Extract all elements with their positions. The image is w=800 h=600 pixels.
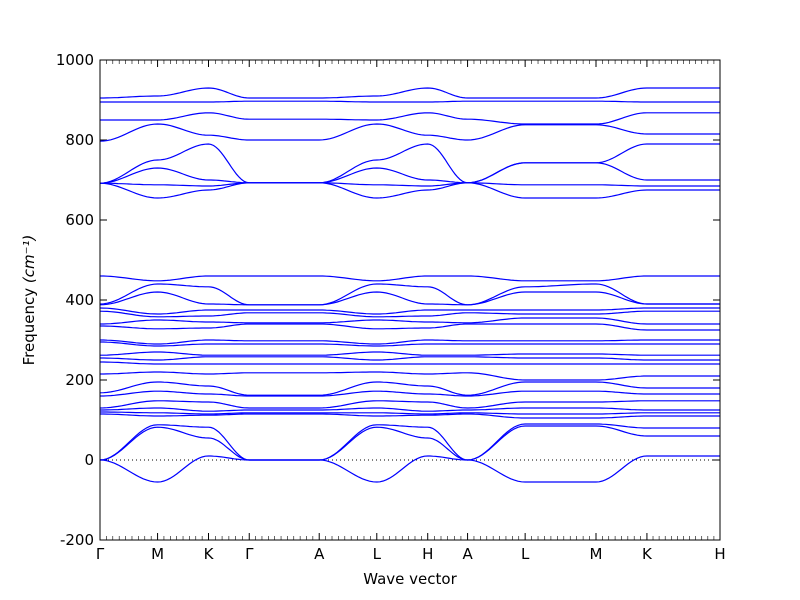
x-tick-label: L [373, 545, 382, 563]
y-tick-label: 200 [65, 371, 94, 389]
phonon-branch-19 [100, 361, 720, 365]
y-tick-label: -200 [60, 531, 94, 549]
series-group [99, 87, 720, 483]
phonon-branch-16 [100, 341, 720, 347]
y-axis-title-text: Frequency [20, 288, 38, 366]
phonon-branch-12 [99, 310, 720, 318]
y-tick-label: 400 [65, 291, 94, 309]
phonon-branch-13 [100, 317, 720, 325]
phonon-branch-5 [99, 162, 720, 184]
phonon-branch-7 [99, 182, 720, 199]
phonon-branch-3 [99, 123, 720, 142]
phonon-branch-17 [100, 351, 720, 356]
x-tick-label: M [590, 545, 603, 563]
x-axis-title: Wave vector [363, 570, 457, 588]
phonon-branch-4 [99, 143, 720, 184]
x-tick-label: K [204, 545, 215, 563]
phonon-branch-28 [99, 425, 720, 461]
y-axis-title: Frequency (cm⁻¹) [20, 235, 38, 366]
phonon-branch-0 [100, 87, 720, 99]
phonon-branch-21 [99, 381, 720, 396]
phonon-branch-22 [100, 390, 720, 397]
phonon-branch-20 [100, 371, 720, 381]
phonon-branch-29 [99, 455, 720, 483]
phonon-branch-6 [100, 182, 720, 187]
phonon-branch-14 [100, 323, 720, 331]
phonon-branch-26 [100, 413, 720, 419]
x-tick-label: Γ [245, 545, 254, 563]
plot-frame [99, 59, 721, 541]
x-tick-label: A [314, 545, 325, 563]
y-tick-label: 600 [65, 211, 94, 229]
phonon-branch-1 [100, 100, 720, 103]
phonon-branch-2 [100, 112, 720, 125]
x-tick-label: H [714, 545, 725, 563]
y-tick-label: 800 [65, 131, 94, 149]
y-tick-label: 0 [84, 451, 94, 469]
phonon-branch-11 [99, 307, 720, 315]
phonon-branch-24 [100, 407, 720, 412]
axis-ticks: -200 0 200 400 600 800 1000 Γ M K Γ A L H A L M K H [56, 51, 726, 563]
x-tick-label: M [151, 545, 164, 563]
phonon-branch-18 [100, 356, 720, 361]
x-tick-label: H [422, 545, 433, 563]
phonon-branch-10 [99, 291, 720, 306]
phonon-branch-27 [99, 423, 720, 461]
x-tick-label: A [462, 545, 473, 563]
y-axis-unit: (cm⁻¹) [20, 235, 38, 284]
phonon-branch-25 [100, 411, 720, 415]
phonon-branch-9 [99, 283, 720, 306]
y-tick-label: 1000 [56, 51, 94, 69]
x-tick-label: K [642, 545, 653, 563]
x-tick-label: Γ [96, 545, 105, 563]
phonon-branch-15 [100, 339, 720, 345]
phonon-branch-8 [100, 275, 720, 282]
x-tick-label: L [521, 545, 530, 563]
phonon-branch-23 [99, 400, 720, 409]
